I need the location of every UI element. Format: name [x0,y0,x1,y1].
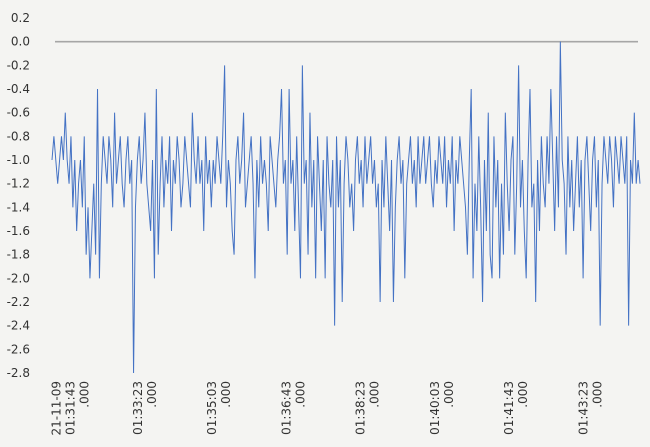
x-tick-label-line: .000 [590,381,604,408]
y-tick-label: -1.8 [7,248,30,262]
y-tick-label: -2.2 [7,295,30,309]
x-tick-label: 01:40:03.000 [428,381,456,435]
x-tick-label: 01:41:43.000 [502,381,530,435]
x-tick-label-line: 01:33:23 [131,381,145,435]
x-tick-label-line: .000 [516,381,530,408]
x-tick-label-line: .000 [219,381,233,408]
x-tick-label-line: 01:36:43 [279,381,293,435]
y-tick-label: -1.6 [7,224,30,238]
y-tick-label: 0.0 [11,35,30,49]
x-tick-label-line: 01:35:03 [205,381,219,435]
y-tick-label: -0.6 [7,106,30,120]
y-tick-label: -0.8 [7,129,30,143]
y-tick-label: -1.4 [7,200,30,214]
x-tick-label: 01:35:03.000 [205,381,233,435]
x-tick-label-line: .000 [442,381,456,408]
y-tick-label: -1.2 [7,177,30,191]
y-tick-label: -2.8 [7,366,30,380]
x-tick-label-line: 01:40:03 [428,381,442,435]
x-tick-label-line: .000 [293,381,307,408]
y-tick-label: -1.0 [7,153,30,167]
x-tick-label-line: 01:31:43 [64,381,78,435]
y-tick-label: -2.6 [7,342,30,356]
x-axis: 21-11-09 01:31:43.000 01:33:23.000 01:35:03… [50,381,605,435]
x-tick-label-line: 21-11-09 [50,381,64,435]
series-line [51,41,641,374]
x-tick-label-line: .000 [78,381,92,408]
y-tick-label: -0.4 [7,82,30,96]
x-tick-label-line: .000 [145,381,159,408]
y-tick-label: -0.2 [7,58,30,72]
y-tick-label: 0.2 [11,11,30,25]
x-tick-label-line: 01:41:43 [502,381,516,435]
y-axis: 0.2 0.0 -0.2 -0.4 -0.6 -0.8 -1.0 -1.2 -1.4 -1.6 -1… [7,11,30,380]
x-tick-label: 01:43:23.000 [576,381,604,435]
x-tick-label-line: 01:43:23 [576,381,590,435]
x-tick-label: 01:36:43.000 [279,381,307,435]
x-tick-label: 21-11-09 01:31:43.000 [50,381,92,435]
x-tick-label: 01:33:23.000 [131,381,159,435]
x-tick-label: 01:38:23.000 [354,381,382,435]
y-tick-label: -2.0 [7,271,30,285]
y-tick-label: -2.4 [7,319,30,333]
x-tick-label-line: .000 [368,381,382,408]
x-tick-label-line: 01:38:23 [354,381,368,435]
